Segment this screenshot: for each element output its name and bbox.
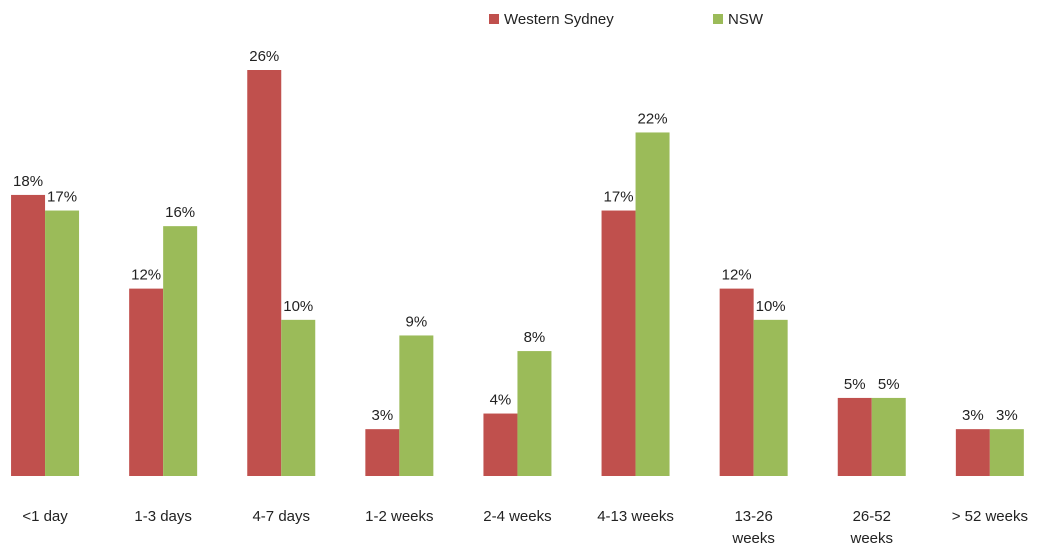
bar bbox=[517, 351, 552, 476]
data-label: 4% bbox=[490, 392, 512, 409]
x-tick-label: 4-7 days bbox=[252, 508, 311, 525]
data-label: 18% bbox=[13, 173, 43, 190]
bar bbox=[365, 429, 400, 476]
bar bbox=[601, 210, 636, 477]
bar bbox=[163, 226, 198, 476]
bar bbox=[837, 397, 872, 476]
bar bbox=[753, 319, 788, 476]
bar bbox=[399, 335, 434, 476]
data-label: 17% bbox=[47, 189, 77, 206]
data-label: 10% bbox=[756, 298, 786, 315]
bar bbox=[483, 413, 518, 476]
data-label: 16% bbox=[165, 204, 195, 221]
data-label: 3% bbox=[962, 407, 984, 424]
x-tick-label: > 52 weeks bbox=[951, 508, 1028, 525]
x-tick-label: 2-4 weeks bbox=[483, 508, 552, 525]
data-label: 3% bbox=[996, 407, 1018, 424]
data-label: 10% bbox=[283, 298, 313, 315]
data-label: 3% bbox=[372, 407, 394, 424]
legend-swatch bbox=[713, 14, 723, 24]
data-label: 5% bbox=[878, 376, 900, 393]
x-tick-label: <1 day bbox=[22, 508, 68, 525]
bar bbox=[11, 194, 46, 476]
bar bbox=[955, 429, 990, 476]
data-label: 8% bbox=[524, 329, 546, 346]
data-label: 9% bbox=[406, 313, 428, 330]
data-label: 5% bbox=[844, 376, 866, 393]
legend-label: NSW bbox=[728, 11, 764, 28]
x-tick-label: 4-13 weeks bbox=[597, 508, 674, 525]
x-tick-label: 13-26 weeks bbox=[732, 508, 775, 547]
bar bbox=[281, 319, 316, 476]
x-tick-label: 1-3 days bbox=[134, 508, 192, 525]
bar bbox=[247, 70, 282, 476]
legend-swatch bbox=[489, 14, 499, 24]
bar bbox=[635, 132, 670, 476]
bar bbox=[871, 397, 906, 476]
bar bbox=[129, 288, 164, 476]
data-label: 22% bbox=[638, 110, 668, 127]
data-label: 26% bbox=[249, 48, 279, 65]
bar bbox=[989, 429, 1024, 476]
bar bbox=[45, 210, 80, 477]
data-label: 12% bbox=[722, 267, 752, 284]
legend-label: Western Sydney bbox=[504, 11, 614, 28]
bar bbox=[719, 288, 754, 476]
x-tick-label: 1-2 weeks bbox=[365, 508, 434, 525]
data-label: 17% bbox=[604, 189, 634, 206]
data-label: 12% bbox=[131, 267, 161, 284]
x-tick-label: 26-52 weeks bbox=[850, 508, 894, 547]
